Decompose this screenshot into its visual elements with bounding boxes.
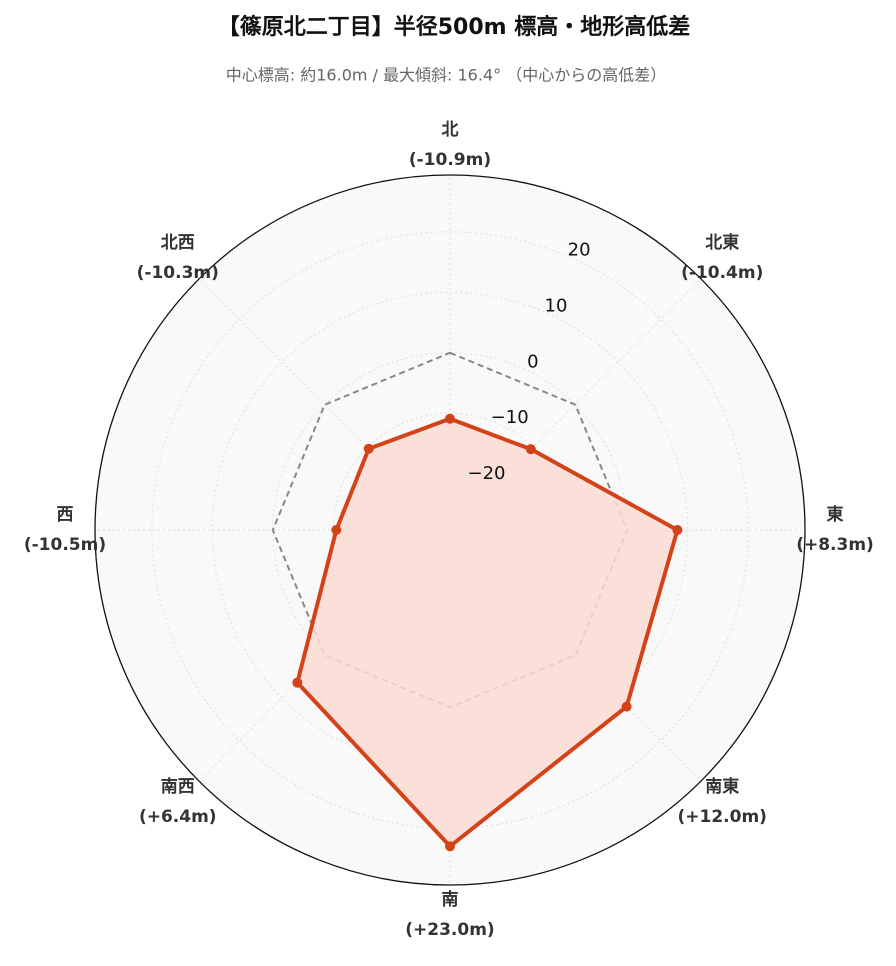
value-label: (-10.9m) (409, 150, 491, 170)
plot-border (94, 174, 806, 886)
value-label: (-10.4m) (681, 263, 763, 283)
value-label: (+8.3m) (796, 535, 874, 555)
data-point (363, 443, 374, 454)
grid-spoke (198, 529, 451, 782)
value-label: (+12.0m) (678, 807, 767, 827)
data-point (445, 841, 455, 852)
category-label: 北 (442, 120, 459, 140)
r-tick-label: 0 (527, 351, 538, 372)
category-label: 北西 (161, 233, 195, 253)
category-label: 南東 (705, 776, 739, 797)
value-label: (-10.3m) (137, 263, 219, 283)
value-label: (+23.0m) (405, 920, 494, 940)
value-label: (-10.5m) (24, 535, 106, 555)
data-point (621, 701, 632, 712)
chart-subtitle: 中心標高: 約16.0m / 最大傾斜: 16.4° （中心からの高低差） (226, 66, 666, 85)
category-label: 西 (57, 505, 74, 525)
r-tick-label: 10 (545, 295, 568, 316)
data-point (525, 444, 536, 455)
data-point (331, 525, 342, 535)
grid-spoke (449, 278, 702, 531)
data-point (445, 413, 455, 424)
r-tick-label: −20 (468, 463, 506, 484)
data-point (672, 525, 683, 535)
data-point (292, 677, 303, 688)
category-label: 東 (827, 504, 844, 525)
grid-circle (151, 231, 749, 829)
r-tick-label: −10 (491, 407, 529, 428)
grid-spoke (449, 529, 702, 782)
category-label: 南 (442, 889, 459, 910)
grid-circle (211, 291, 689, 769)
category-label: 南西 (161, 776, 195, 797)
chart-title: 【篠原北二丁目】半径500m 標高・地形高低差 (218, 14, 691, 40)
grid-spoke (198, 278, 451, 531)
r-tick-label: 20 (568, 240, 591, 261)
category-label: 北東 (705, 232, 739, 253)
value-label: (+6.4m) (139, 807, 217, 827)
